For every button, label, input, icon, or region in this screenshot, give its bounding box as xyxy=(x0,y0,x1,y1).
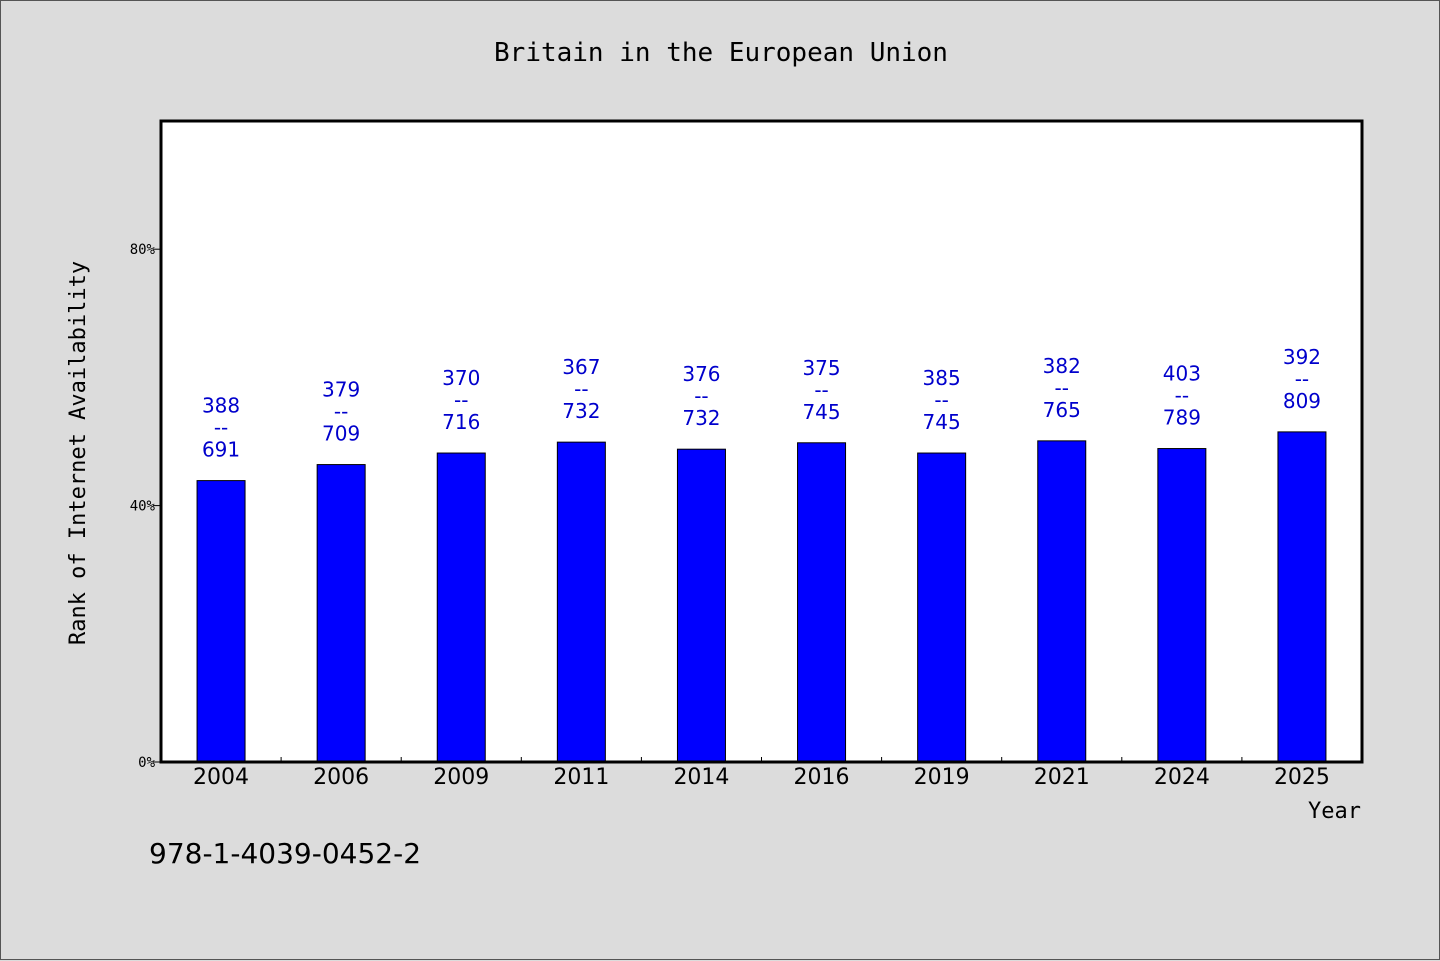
data-label-bottom: 732 xyxy=(562,399,600,423)
x-tick-label: 2004 xyxy=(193,765,249,790)
x-tick-label: 2025 xyxy=(1274,765,1330,790)
data-label-top: 376 xyxy=(682,362,720,386)
data-label-separator: -- xyxy=(574,377,588,401)
data-label-bottom: 709 xyxy=(322,422,360,446)
x-axis-title: Year xyxy=(1308,799,1361,824)
data-label-top: 370 xyxy=(442,366,480,390)
data-label-top: 379 xyxy=(322,378,360,402)
data-label-bottom: 789 xyxy=(1163,406,1201,430)
bar-2004 xyxy=(196,480,246,763)
data-label-separator: -- xyxy=(214,416,228,440)
data-label-top: 367 xyxy=(562,355,600,379)
x-tick-label: 2009 xyxy=(433,765,489,790)
bar-2025 xyxy=(1277,431,1327,763)
data-label-bottom: 745 xyxy=(923,410,961,434)
data-label-separator: -- xyxy=(1055,376,1069,400)
plot-border xyxy=(159,119,1364,764)
data-label-bottom: 745 xyxy=(802,400,840,424)
x-tick-label: 2006 xyxy=(313,765,369,790)
bar-2021 xyxy=(1037,440,1087,763)
x-axis-ticks: 2004 2006 2009 2011 2014 2016 2019 2021 2024 2025 xyxy=(193,757,1330,790)
bar-2011 xyxy=(556,441,606,763)
data-label-top: 403 xyxy=(1163,362,1201,386)
y-tick-label: 80% xyxy=(130,242,156,258)
data-label-top: 382 xyxy=(1043,354,1081,378)
bar-2019 xyxy=(917,452,967,763)
x-tick-label: 2021 xyxy=(1034,765,1090,790)
data-label-top: 385 xyxy=(923,366,961,390)
data-label-separator: -- xyxy=(454,388,468,412)
data-label-separator: -- xyxy=(814,378,828,402)
y-axis-ticks: 0% 40% 80% xyxy=(130,242,161,771)
data-label-bottom: 691 xyxy=(202,438,240,462)
data-label-separator: -- xyxy=(1295,367,1309,391)
isbn-footnote: 978-1-4039-0452-2 xyxy=(149,837,421,870)
y-axis-title: Rank of Internet Availability xyxy=(66,261,91,645)
chart-title: Britain in the European Union xyxy=(494,38,948,68)
bar-2024 xyxy=(1157,448,1207,763)
y-tick-label: 40% xyxy=(130,499,156,515)
x-tick-label: 2016 xyxy=(794,765,850,790)
data-label-bottom: 765 xyxy=(1043,398,1081,422)
bar-2014 xyxy=(676,448,726,763)
data-label-bottom: 809 xyxy=(1283,389,1321,413)
data-label-bottom: 716 xyxy=(442,410,480,434)
data-label-separator: -- xyxy=(934,388,948,412)
bars-layer xyxy=(196,431,1327,763)
bar-2009 xyxy=(436,452,486,763)
data-labels-layer: 388--691379--709370--716367--732376--732… xyxy=(202,345,1321,462)
data-label-separator: -- xyxy=(694,384,708,408)
data-label-separator: -- xyxy=(1175,384,1189,408)
data-label-top: 392 xyxy=(1283,345,1321,369)
y-tick-label: 0% xyxy=(138,755,155,771)
x-tick-label: 2011 xyxy=(553,765,609,790)
data-label-separator: -- xyxy=(334,400,348,424)
data-label-top: 388 xyxy=(202,394,240,418)
x-tick-label: 2014 xyxy=(673,765,729,790)
bar-2006 xyxy=(316,464,366,763)
x-tick-label: 2019 xyxy=(914,765,970,790)
x-tick-label: 2024 xyxy=(1154,765,1210,790)
data-label-bottom: 732 xyxy=(682,406,720,430)
data-label-top: 375 xyxy=(802,356,840,380)
bar-2016 xyxy=(797,442,847,763)
